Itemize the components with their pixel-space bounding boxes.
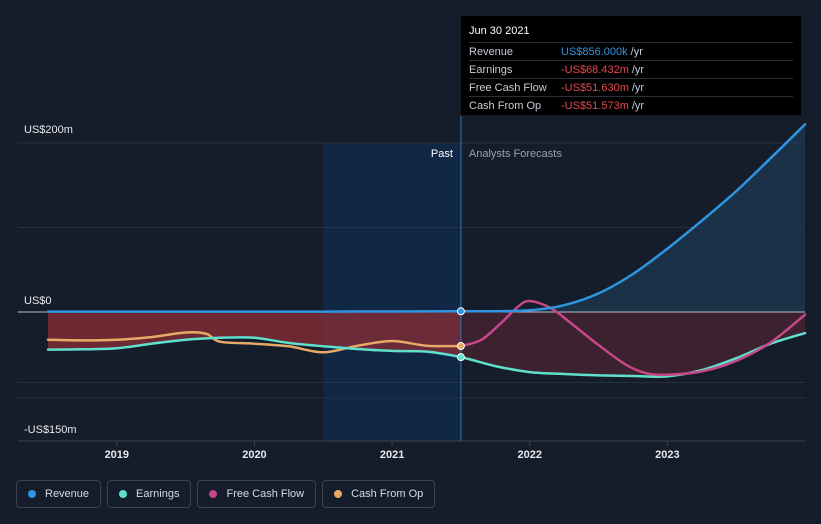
- series-line-revenue: [46, 123, 807, 313]
- hover-point-cash-from-op: [456, 342, 465, 351]
- tooltip-unit: /yr: [631, 63, 645, 76]
- legend-dot-icon: [334, 490, 343, 498]
- x-tick-label: 2020: [242, 449, 266, 461]
- tooltip-row-fcf: Free Cash Flow -US$51.630m /yr: [469, 78, 793, 96]
- tooltip-row-revenue: Revenue US$856.000k /yr: [469, 42, 793, 60]
- legend-cfo-button[interactable]: Cash From Op: [322, 480, 436, 508]
- tooltip-label: Free Cash Flow: [469, 81, 547, 94]
- legend-label: Cash From Op: [351, 488, 424, 500]
- y-tick-label: -US$150m: [24, 424, 77, 436]
- highlight-band: [323, 143, 461, 441]
- legend-label: Earnings: [136, 488, 180, 500]
- tooltip-value: -US$68.432m: [561, 63, 629, 76]
- tooltip-row-earnings: Earnings -US$68.432m /yr: [469, 60, 793, 78]
- x-tick-label: 2022: [517, 449, 541, 461]
- tooltip-row-cfo: Cash From Op -US$51.573m /yr: [469, 96, 793, 114]
- series-line-free-cash-flow: [459, 299, 807, 377]
- hover-point-earnings: [456, 353, 465, 362]
- tooltip-label: Earnings: [469, 63, 513, 76]
- forecast-label: Analysts Forecasts: [469, 148, 562, 160]
- legend-dot-icon: [119, 490, 128, 498]
- series-lines: [46, 123, 807, 378]
- x-tick-label: 2019: [105, 449, 129, 461]
- tooltip-value: -US$51.630m: [561, 81, 629, 94]
- tooltip-date: Jun 30 2021: [469, 25, 530, 37]
- hover-points: [456, 307, 465, 362]
- earnings-negative-area-forecast: [460, 312, 805, 377]
- legend-revenue-button[interactable]: Revenue: [16, 480, 102, 508]
- past-label: Past: [431, 148, 453, 160]
- x-tick-label: 2021: [380, 449, 404, 461]
- gridlines: [18, 142, 805, 442]
- hover-point-revenue: [456, 307, 465, 316]
- tooltip-label: Revenue: [469, 45, 514, 58]
- tooltip: Jun 30 2021 Revenue US$856.000k /yr Earn…: [461, 16, 801, 115]
- y-tick-label: US$0: [24, 295, 52, 307]
- revenue-forecast-area: [460, 124, 805, 313]
- legend: Revenue Earnings Free Cash Flow Cash Fro…: [16, 480, 436, 508]
- legend-label: Free Cash Flow: [226, 488, 305, 500]
- tooltip-label: Cash From Op: [469, 99, 542, 112]
- legend-fcf-button[interactable]: Free Cash Flow: [197, 480, 317, 508]
- legend-label: Revenue: [45, 488, 90, 500]
- y-axis-labels: US$200m US$0 -US$150m: [24, 124, 77, 436]
- tooltip-value: US$856.000k: [561, 45, 628, 58]
- x-tick-label: 2023: [655, 449, 679, 461]
- series-line-cash-from-op: [46, 330, 463, 354]
- legend-earnings-button[interactable]: Earnings: [107, 480, 192, 508]
- x-axis-labels: 2019 2020 2021 2022 2023: [105, 441, 680, 461]
- tooltip-unit: /yr: [631, 81, 645, 94]
- legend-dot-icon: [209, 490, 218, 498]
- legend-dot-icon: [28, 490, 36, 498]
- tooltip-unit: /yr: [630, 45, 643, 58]
- tooltip-value: -US$51.573m: [561, 99, 629, 112]
- tooltip-unit: /yr: [631, 99, 645, 112]
- y-tick-label: US$200m: [24, 124, 73, 136]
